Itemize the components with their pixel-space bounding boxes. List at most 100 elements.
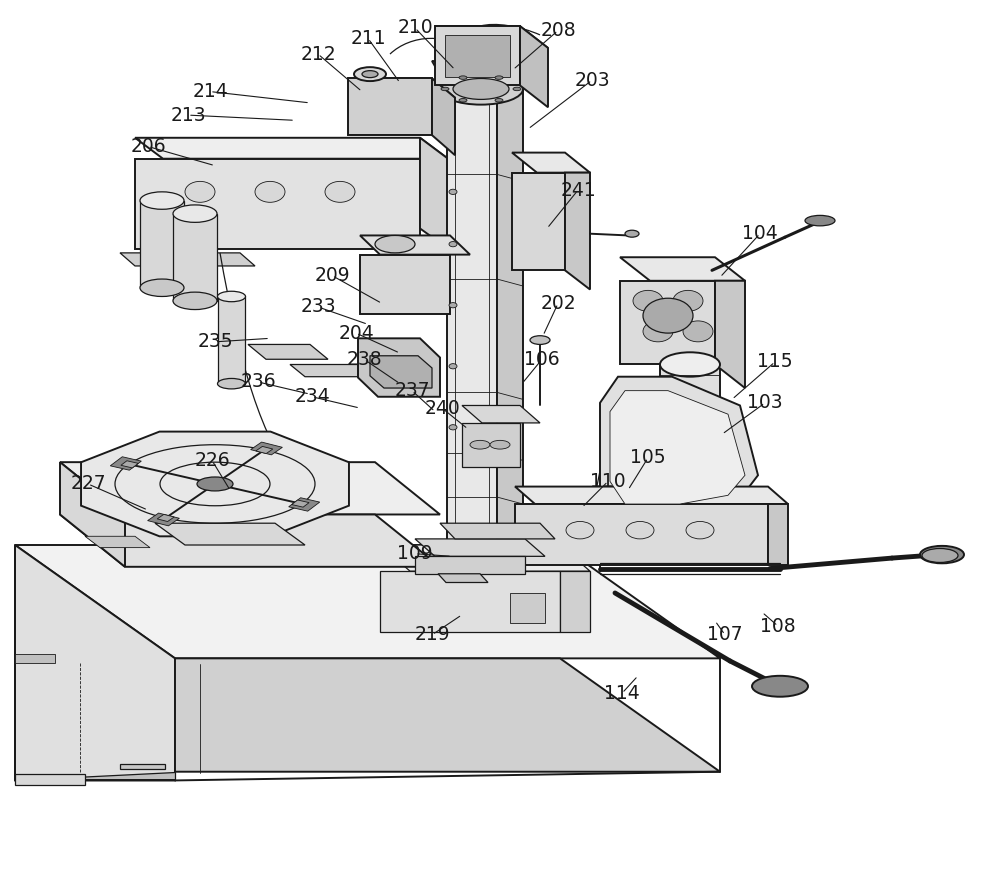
Ellipse shape [449,425,457,430]
Text: 108: 108 [760,617,796,636]
Polygon shape [348,78,455,98]
Polygon shape [520,26,548,107]
Ellipse shape [439,73,523,105]
Text: 209: 209 [314,266,350,285]
Ellipse shape [459,76,467,79]
Polygon shape [218,296,245,384]
Polygon shape [15,545,720,658]
Ellipse shape [643,298,693,333]
Ellipse shape [530,336,550,344]
Ellipse shape [683,321,713,342]
Ellipse shape [185,181,215,202]
Text: 206: 206 [130,137,166,156]
Ellipse shape [566,521,594,539]
Polygon shape [600,377,758,514]
Ellipse shape [752,676,808,697]
Ellipse shape [459,99,467,102]
Polygon shape [510,593,545,623]
Text: 234: 234 [294,387,330,406]
Text: 236: 236 [240,372,276,392]
Ellipse shape [325,181,355,202]
Polygon shape [415,556,525,574]
Polygon shape [447,74,497,554]
Text: 208: 208 [540,21,576,40]
Polygon shape [251,442,282,455]
Polygon shape [60,462,125,567]
Ellipse shape [218,378,246,389]
Polygon shape [435,26,548,48]
Ellipse shape [673,290,703,311]
Polygon shape [512,153,590,173]
Text: 204: 204 [338,324,374,343]
Ellipse shape [453,78,509,99]
Polygon shape [60,514,440,567]
Ellipse shape [922,548,958,562]
Polygon shape [420,138,448,249]
Polygon shape [15,654,55,663]
Polygon shape [370,356,432,388]
Polygon shape [560,571,590,632]
Ellipse shape [495,76,503,79]
Polygon shape [148,513,179,526]
Polygon shape [440,523,555,539]
Text: 212: 212 [300,44,336,64]
Ellipse shape [449,303,457,308]
Polygon shape [15,774,85,785]
Ellipse shape [686,521,714,539]
Polygon shape [432,78,455,155]
Ellipse shape [140,279,184,296]
Text: 202: 202 [540,294,576,313]
Text: 219: 219 [414,625,450,644]
Text: 241: 241 [560,181,596,200]
Polygon shape [768,504,788,565]
Text: 235: 235 [197,332,233,351]
Text: 105: 105 [630,448,666,467]
Polygon shape [120,764,165,769]
Polygon shape [140,201,184,288]
Text: 213: 213 [170,106,206,125]
Ellipse shape [490,440,510,449]
Polygon shape [85,536,150,548]
Polygon shape [565,173,590,290]
Polygon shape [290,364,380,377]
Text: 106: 106 [524,350,560,369]
Ellipse shape [197,477,233,491]
Ellipse shape [441,87,449,91]
Ellipse shape [140,192,184,209]
Polygon shape [660,364,720,478]
Ellipse shape [920,546,964,563]
Polygon shape [292,500,309,508]
Polygon shape [15,545,175,780]
Polygon shape [289,498,320,511]
Text: 240: 240 [424,399,460,418]
Polygon shape [497,74,523,567]
Ellipse shape [495,99,503,102]
Ellipse shape [643,321,673,342]
Text: 203: 203 [574,71,610,90]
Ellipse shape [449,189,457,194]
Ellipse shape [513,87,521,91]
Polygon shape [462,405,540,423]
Text: 237: 237 [394,381,430,400]
Text: 110: 110 [590,472,626,491]
Polygon shape [15,772,175,780]
Polygon shape [515,487,788,504]
Text: 210: 210 [397,18,433,37]
Polygon shape [415,539,545,556]
Text: 211: 211 [350,29,386,48]
Polygon shape [60,462,440,514]
Polygon shape [438,574,488,582]
Polygon shape [620,281,715,364]
Text: 214: 214 [192,82,228,101]
Ellipse shape [626,521,654,539]
Text: 233: 233 [300,297,336,317]
Text: 114: 114 [604,684,640,703]
Ellipse shape [449,364,457,369]
Polygon shape [620,257,745,281]
Text: 104: 104 [742,224,778,243]
Polygon shape [121,460,138,468]
Ellipse shape [255,181,285,202]
Polygon shape [256,446,273,453]
Polygon shape [360,235,470,255]
Ellipse shape [660,466,720,490]
